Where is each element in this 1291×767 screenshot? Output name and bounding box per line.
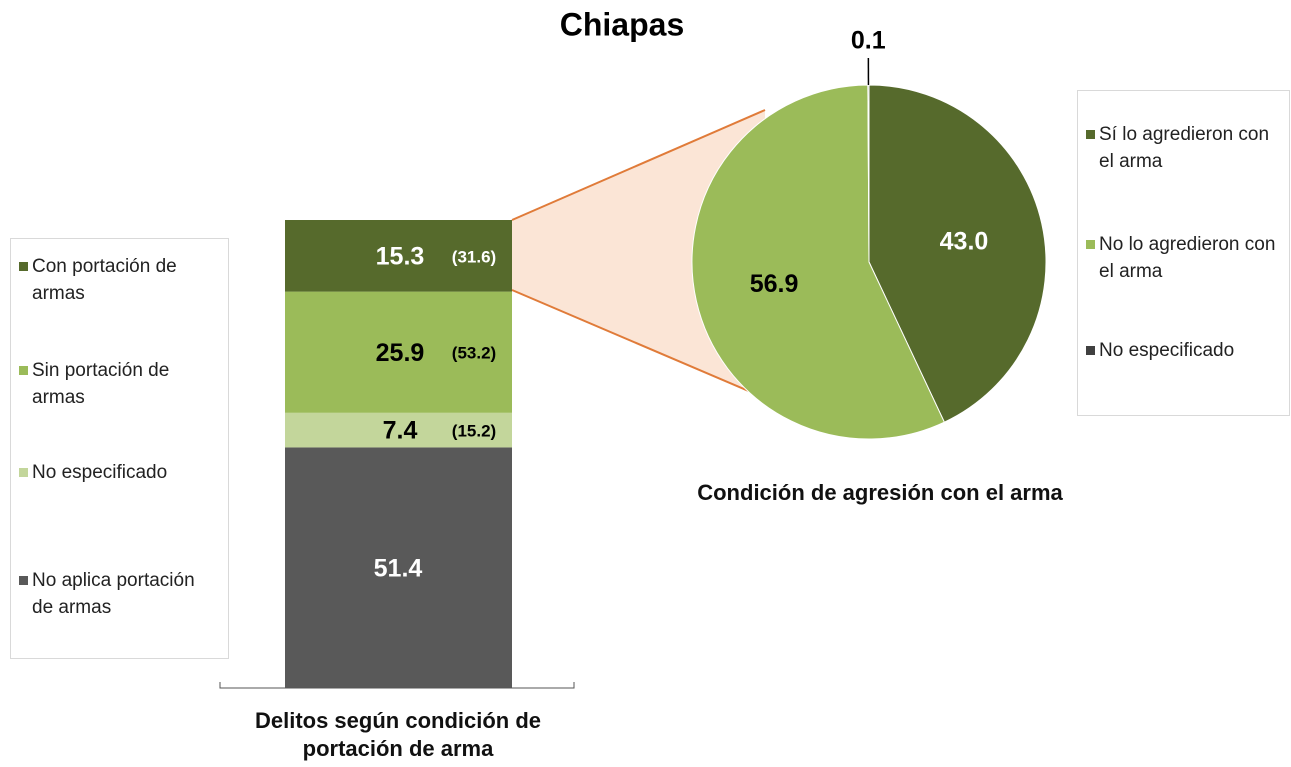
bar-segment (285, 220, 512, 292)
chart-title: Chiapas (560, 6, 684, 42)
legend-swatch (1086, 130, 1095, 139)
legend-item: No aplica portación de armas (19, 567, 209, 621)
pie-slice (867, 84, 870, 263)
x-axis-label: Condición de agresión con el arma (697, 480, 1063, 505)
legend-item: No especificado (19, 459, 209, 486)
pie-slice (691, 84, 946, 440)
bar-segment (285, 447, 512, 688)
data-label: 7.4 (383, 417, 418, 445)
legend-item: Sí lo agredieron con el arma (1086, 121, 1286, 175)
data-label: 0.1 (851, 27, 886, 55)
legend-item: Con portación de armas (19, 253, 209, 307)
data-label: 25.9 (376, 339, 425, 367)
legend-label: No lo agredieron con el arma (1099, 234, 1276, 282)
legend-swatch (19, 262, 28, 271)
legend-label: No especificado (1099, 340, 1235, 361)
legend-item: No lo agredieron con el arma (1086, 231, 1286, 285)
legend-swatch (1086, 240, 1095, 249)
legend: Sí lo agredieron con el arma No lo agredi… (1077, 90, 1290, 416)
x-axis (219, 682, 575, 689)
zoom-line (511, 109, 766, 221)
legend-swatch (19, 366, 28, 375)
legend-swatch (19, 576, 28, 585)
legend-label: Con portación de armas (32, 256, 177, 304)
share-label: (53.2) (452, 344, 496, 363)
pie-slice (868, 84, 1047, 423)
legend-item: No especificado (1086, 337, 1286, 364)
legend-label: Sin portación de armas (32, 360, 170, 408)
data-label: 51.4 (374, 554, 423, 582)
bar-segment (285, 291, 512, 413)
share-label: (31.6) (452, 247, 496, 266)
legend-swatch (19, 468, 28, 477)
bar-segment (285, 412, 512, 448)
legend-label: No aplica portación de armas (32, 570, 195, 618)
zoom-connector (512, 110, 765, 398)
data-label: 56.9 (750, 270, 799, 298)
share-label: (15.2) (452, 422, 496, 441)
zoom-line (511, 289, 766, 399)
legend-label: No especificado (32, 462, 168, 483)
legend-item: Sin portación de armas (19, 357, 209, 411)
data-label: 15.3 (376, 242, 425, 270)
legend-swatch (1086, 346, 1095, 355)
data-label: 43.0 (940, 227, 989, 255)
x-axis-label: Delitos según condición de portación de … (254, 708, 542, 761)
legend: Con portación de armas Sin portación de a… (10, 238, 229, 659)
legend-label: Sí lo agredieron con el arma (1099, 124, 1270, 172)
